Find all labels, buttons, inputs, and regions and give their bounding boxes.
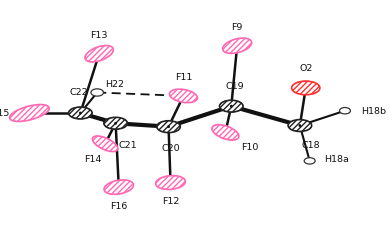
Ellipse shape [114, 122, 117, 125]
Text: F11: F11 [175, 73, 192, 82]
Text: C18: C18 [301, 141, 320, 150]
Ellipse shape [93, 136, 118, 152]
Ellipse shape [288, 120, 312, 132]
Text: C21: C21 [118, 141, 137, 150]
Ellipse shape [212, 125, 239, 141]
Ellipse shape [230, 105, 233, 108]
Text: O2: O2 [299, 64, 312, 73]
Ellipse shape [304, 158, 315, 164]
Ellipse shape [223, 39, 252, 54]
Ellipse shape [104, 180, 134, 195]
Ellipse shape [220, 101, 243, 113]
Text: F13: F13 [91, 31, 108, 40]
Ellipse shape [298, 125, 301, 127]
Ellipse shape [292, 82, 320, 95]
Ellipse shape [339, 108, 350, 114]
Ellipse shape [79, 112, 82, 115]
Text: C19: C19 [226, 82, 245, 91]
Ellipse shape [91, 89, 103, 97]
Text: F14: F14 [84, 154, 101, 163]
Text: F10: F10 [241, 142, 258, 151]
Ellipse shape [167, 126, 170, 128]
Text: H22: H22 [105, 79, 124, 89]
Ellipse shape [169, 90, 198, 103]
Text: F15: F15 [0, 109, 10, 118]
Text: F12: F12 [162, 196, 179, 205]
Text: F9: F9 [231, 23, 243, 32]
Text: C20: C20 [161, 143, 180, 152]
Ellipse shape [10, 105, 49, 122]
Ellipse shape [157, 121, 180, 133]
Ellipse shape [156, 176, 185, 190]
Ellipse shape [69, 108, 92, 119]
Text: C22: C22 [69, 88, 88, 96]
Ellipse shape [104, 118, 127, 130]
Text: H18a: H18a [325, 154, 349, 163]
Text: F16: F16 [110, 201, 127, 210]
Ellipse shape [85, 46, 113, 63]
Text: H18b: H18b [361, 107, 387, 116]
